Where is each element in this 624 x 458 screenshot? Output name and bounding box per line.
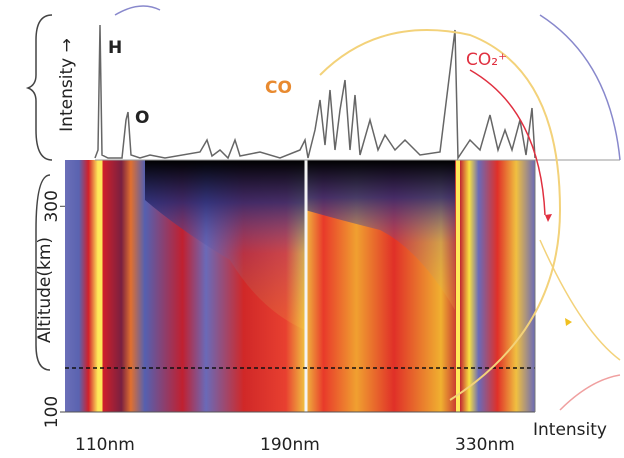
axis-title: Altitude(km) bbox=[35, 237, 55, 343]
dark-region bbox=[305, 160, 455, 310]
y-tick-label: 100 bbox=[42, 396, 62, 428]
annotation: CO bbox=[265, 78, 292, 98]
arc bbox=[539, 239, 621, 361]
y-tick-label: 300 bbox=[42, 190, 62, 222]
axis-title: Intensity bbox=[533, 420, 607, 440]
x-tick-label: 330nm bbox=[455, 435, 515, 455]
x-tick-label: 110nm bbox=[75, 435, 135, 455]
bracket bbox=[35, 174, 51, 371]
arc bbox=[559, 374, 621, 411]
annotation: O bbox=[135, 108, 149, 128]
annotation: CO₂⁺ bbox=[466, 50, 507, 70]
arc bbox=[114, 5, 161, 16]
bracket bbox=[25, 14, 53, 161]
x-tick-label: 190nm bbox=[260, 435, 320, 455]
annotation: H bbox=[108, 38, 122, 58]
arrow-head bbox=[565, 318, 572, 326]
spectrum-line bbox=[94, 24, 536, 161]
arc bbox=[539, 14, 621, 161]
axis-title: Intensity → bbox=[57, 38, 77, 132]
arrow-head bbox=[545, 214, 552, 222]
arc bbox=[469, 69, 546, 216]
dark-region bbox=[145, 160, 305, 330]
arc bbox=[319, 29, 562, 401]
